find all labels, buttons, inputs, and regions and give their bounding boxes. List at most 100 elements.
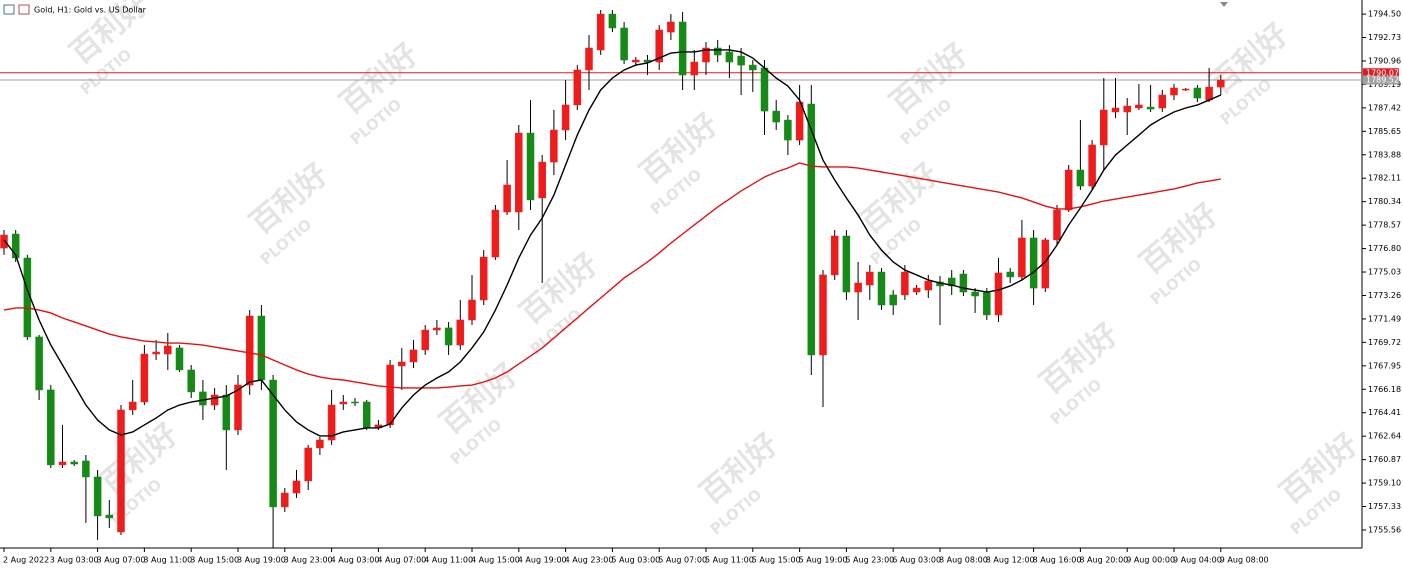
x-tick-label: 8 Aug 16:00 xyxy=(1033,556,1082,565)
candle-body xyxy=(210,394,219,406)
candle-body xyxy=(245,315,254,386)
candle-body xyxy=(117,409,125,533)
y-tick-label: 1790.96 xyxy=(1368,56,1401,65)
y-tick-label: 1767.95 xyxy=(1368,361,1401,370)
candle-body xyxy=(327,404,336,441)
candle-body xyxy=(655,29,663,63)
x-tick-label: 9 Aug 00:00 xyxy=(1126,556,1175,565)
x-tick-label: 4 Aug 03:00 xyxy=(331,556,380,565)
candle-body xyxy=(901,271,909,296)
x-tick-label: 3 Aug 23:00 xyxy=(284,556,333,565)
price-label-box xyxy=(1363,68,1399,78)
candle-body xyxy=(1193,87,1202,99)
candle-body xyxy=(409,349,418,363)
y-tick-label: 1794.50 xyxy=(1368,10,1401,19)
candle-body xyxy=(222,394,231,431)
x-tick-label: 9 Aug 08:00 xyxy=(1220,556,1269,565)
y-tick-label: 1775.03 xyxy=(1368,268,1401,277)
candle-body xyxy=(292,480,301,494)
candle-body xyxy=(433,327,441,331)
candle-body xyxy=(47,389,55,466)
candle-body xyxy=(702,47,710,63)
candle-body xyxy=(678,21,687,76)
candle-body xyxy=(164,345,172,355)
candle-body xyxy=(187,369,195,393)
candle-body xyxy=(772,110,780,123)
candle-body xyxy=(479,256,488,301)
candle-body xyxy=(58,461,67,466)
candle-body xyxy=(491,209,500,258)
y-tick-label: 1773.26 xyxy=(1368,291,1401,300)
candle-body xyxy=(760,67,769,112)
price-label: 1789.52 xyxy=(1366,76,1399,85)
candle-body xyxy=(737,55,745,66)
x-tick-label: 4 Aug 15:00 xyxy=(471,556,520,565)
candle-body xyxy=(830,235,839,276)
x-tick-label: 4 Aug 19:00 xyxy=(518,556,567,565)
candle-body xyxy=(1053,209,1061,241)
candle-body xyxy=(1181,88,1190,91)
candle-body xyxy=(1123,105,1131,113)
x-tick-label: 5 Aug 11:00 xyxy=(705,556,754,565)
candle-body xyxy=(667,21,675,33)
candle-body xyxy=(1217,79,1225,88)
moving-average xyxy=(3,49,1222,437)
candle-body xyxy=(444,327,453,346)
candle-body xyxy=(386,364,394,426)
x-tick-label: 8 Aug 08:00 xyxy=(939,556,988,565)
candle-body xyxy=(573,69,582,106)
candle-body xyxy=(11,233,20,259)
chart-icon xyxy=(18,4,30,15)
x-tick-label: 3 Aug 07:00 xyxy=(97,556,146,565)
y-tick-label: 1762.64 xyxy=(1368,432,1401,441)
y-tick-label: 1764.41 xyxy=(1368,408,1401,417)
candle-body xyxy=(175,347,184,371)
candle-body xyxy=(339,401,348,405)
candle-body xyxy=(690,61,699,76)
candle-body xyxy=(784,119,792,141)
candle-body xyxy=(1088,144,1096,187)
candle-body xyxy=(854,282,862,293)
candle-body xyxy=(456,319,465,346)
price-label-box xyxy=(1363,75,1399,85)
candle-body xyxy=(1170,87,1178,96)
candle-body xyxy=(70,461,78,465)
x-tick-label: 5 Aug 03:00 xyxy=(611,556,660,565)
x-tick-label: 2 Aug 2022 xyxy=(3,556,49,565)
candle-body xyxy=(1029,237,1038,289)
candle-body xyxy=(421,329,429,351)
x-tick-label: 5 Aug 15:00 xyxy=(752,556,801,565)
candle-body xyxy=(994,272,1003,316)
x-tick-label: 4 Aug 07:00 xyxy=(377,556,426,565)
x-tick-label: 3 Aug 11:00 xyxy=(143,556,192,565)
candle-body xyxy=(713,47,722,56)
x-tick-label: 5 Aug 23:00 xyxy=(845,556,894,565)
candle-body xyxy=(725,51,734,63)
candle-body xyxy=(550,129,558,163)
candle-body xyxy=(93,476,102,517)
price-label: 1790.07 xyxy=(1366,68,1399,77)
candle-body xyxy=(468,299,476,321)
candle-body xyxy=(316,439,324,449)
candle-body xyxy=(1006,271,1014,278)
candle-body xyxy=(304,447,312,482)
candle-body xyxy=(1100,109,1108,146)
candle-body xyxy=(538,161,546,199)
x-tick-label: 5 Aug 19:00 xyxy=(799,556,848,565)
candle-body xyxy=(82,460,90,478)
candle-body xyxy=(1018,237,1026,278)
candle-body xyxy=(1205,86,1213,101)
candle-body xyxy=(1041,239,1050,289)
y-tick-label: 1776.80 xyxy=(1368,244,1401,253)
candle-body xyxy=(842,235,851,293)
y-tick-label: 1782.11 xyxy=(1368,174,1401,183)
y-tick-label: 1766.18 xyxy=(1368,385,1401,394)
candle-body xyxy=(503,184,511,213)
candle-body xyxy=(947,277,956,287)
